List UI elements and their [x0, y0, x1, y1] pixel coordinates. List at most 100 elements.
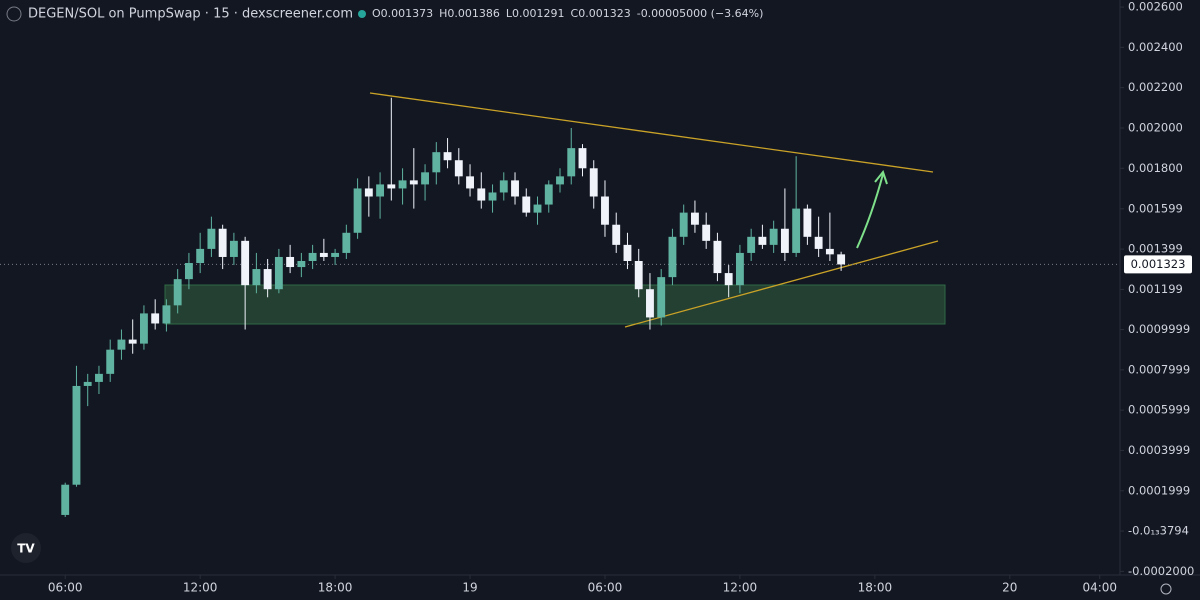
x-tick-label: 19 — [462, 581, 477, 595]
x-tick-label: 18:00 — [858, 581, 893, 595]
candle-body — [668, 236, 677, 278]
demand-zone — [164, 284, 946, 325]
x-tick-label: 12:00 — [723, 581, 758, 595]
candle-body — [454, 160, 463, 177]
x-tick-label: 18:00 — [318, 581, 353, 595]
svg-text:TV: TV — [17, 542, 35, 556]
x-tick-label: 06:00 — [48, 581, 83, 595]
y-tick-label: 0.002400 — [1128, 40, 1183, 54]
arrow — [856, 173, 884, 249]
candle-body — [522, 196, 531, 213]
candle-body — [274, 256, 283, 290]
candle-body — [409, 180, 418, 185]
candle-body — [297, 260, 306, 268]
candle-body — [758, 236, 767, 245]
candle-body — [342, 232, 351, 253]
candle-body — [184, 263, 193, 280]
x-tick-label: 12:00 — [183, 581, 218, 595]
candle-body — [308, 252, 317, 261]
candle-body — [229, 240, 238, 257]
y-tick-label: 0.002200 — [1128, 80, 1183, 94]
ohlc-legend: O0.001373 H0.001386 L0.001291 C0.001323 -0.0… — [372, 7, 763, 20]
candle-body — [331, 252, 340, 257]
status-dot — [358, 10, 366, 18]
y-tick-label: 0.001199 — [1128, 282, 1183, 296]
y-tick-label: 0.001599 — [1128, 201, 1183, 215]
y-tick-label: 0.0005999 — [1128, 403, 1190, 417]
candle-body — [657, 277, 666, 318]
candle-body — [825, 248, 834, 255]
candle-body — [376, 184, 385, 197]
symbol-icon — [6, 6, 22, 22]
candle-body — [792, 208, 801, 253]
candle-body — [488, 192, 497, 201]
candle-body — [556, 176, 564, 185]
plot — [0, 97, 1120, 517]
candle-body — [477, 188, 486, 201]
ohlc-value: -0.00005000 (−3.64%) — [637, 7, 764, 20]
x-tick-label: 20 — [1002, 581, 1017, 595]
settings-icon[interactable] — [1160, 583, 1172, 595]
candle-body — [364, 188, 373, 197]
chart-title: DEGEN/SOL on PumpSwap · 15 · dexscreener… — [28, 7, 353, 22]
candle-body — [286, 256, 295, 268]
candle-body — [83, 381, 92, 386]
candle-body — [578, 148, 587, 169]
candle-body — [634, 260, 643, 290]
candle-body — [72, 385, 81, 485]
candle-body — [117, 339, 126, 350]
y-tick-label: 0.0007999 — [1128, 362, 1190, 376]
candle-body — [140, 313, 148, 344]
candle-body — [207, 228, 216, 249]
y-tick-label: 0.002600 — [1128, 0, 1183, 14]
candle-body — [443, 152, 452, 161]
candle-body — [128, 339, 137, 344]
arrow-head — [874, 169, 888, 185]
y-tick-label: 0.0003999 — [1128, 443, 1190, 457]
candle-body — [387, 184, 396, 189]
x-tick-label: 04:00 — [1082, 581, 1117, 595]
candle-body — [95, 373, 103, 382]
candle-body — [837, 254, 846, 265]
ohlc-value: L0.001291 — [506, 7, 565, 20]
candle-body — [218, 228, 227, 257]
candle-body — [769, 228, 778, 245]
candle-body — [432, 152, 441, 173]
ohlc-value: H0.001386 — [439, 7, 500, 20]
candle-body — [398, 180, 407, 189]
y-tick-label: 0.001399 — [1128, 242, 1183, 256]
candle-body — [567, 148, 576, 177]
candle-body — [735, 252, 744, 286]
candle-body — [702, 224, 711, 241]
tv-logo: TV — [11, 533, 41, 563]
ohlc-value: O0.001373 — [372, 7, 433, 20]
candle-body — [252, 269, 261, 286]
ohlc-value: C0.001323 — [571, 7, 631, 20]
candle-body — [353, 188, 362, 233]
y-tick-label: 0.0009999 — [1128, 322, 1190, 336]
candle-body — [691, 212, 699, 225]
candle-body — [421, 172, 429, 185]
candle-body — [466, 176, 474, 189]
last-price-box — [1124, 255, 1192, 274]
candle-body — [780, 228, 789, 253]
candle-body — [724, 273, 733, 286]
candle-body — [646, 289, 654, 318]
last-price-label: 0.001323 — [1131, 257, 1186, 271]
candle-body — [814, 236, 823, 249]
x-tick-label: 06:00 — [588, 581, 623, 595]
candle-body — [61, 484, 70, 515]
candle-body — [713, 240, 722, 274]
y-tick-label: 0.002000 — [1128, 120, 1183, 134]
candle-body — [151, 313, 160, 324]
y-tick-label: 0.0001999 — [1128, 483, 1190, 497]
candle-body — [499, 180, 508, 193]
y-tick-label: -0.0002000 — [1128, 564, 1194, 578]
candle-body — [623, 244, 632, 261]
candle-body — [612, 224, 621, 245]
candle-body — [106, 349, 115, 374]
candle-body — [601, 196, 609, 225]
candle-body — [511, 180, 519, 197]
